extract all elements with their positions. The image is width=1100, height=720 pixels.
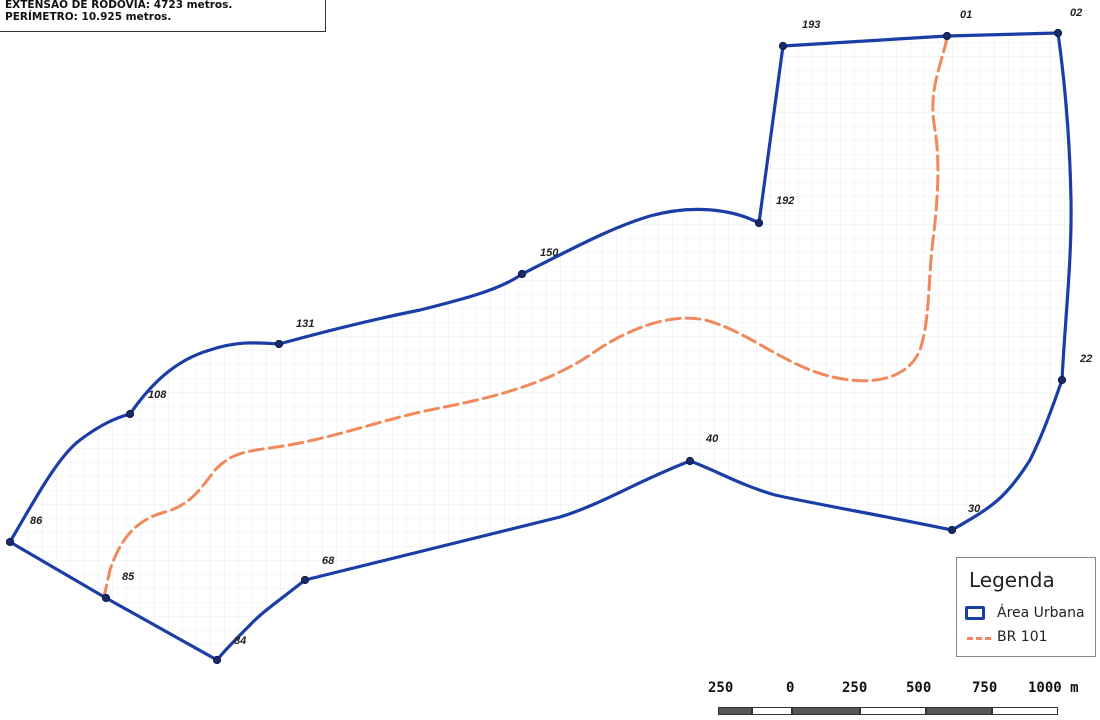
vertex-point-192: [754, 218, 764, 228]
scale-segment: [752, 707, 792, 715]
vertex-point-85: [101, 593, 111, 603]
scale-bar: 250 0 250 500 750 1000 m: [700, 680, 1100, 720]
scale-label: 500: [906, 680, 932, 696]
dashed-line-icon: [967, 637, 991, 640]
scale-label: 250: [708, 680, 734, 696]
info-box: EXTENSÃO DE RODOVIA: 4723 metros. PERÍME…: [0, 0, 326, 32]
br101-road-line: [102, 36, 949, 599]
area-swatch-icon: [965, 606, 985, 620]
vertex-point-86: [5, 537, 15, 547]
vertex-label-68: 68: [322, 555, 335, 567]
vertex-point-84: [212, 655, 222, 665]
vertex-label-40: 40: [705, 433, 719, 445]
vertex-point-131: [274, 339, 284, 349]
vertex-point-40: [685, 456, 695, 466]
vertex-label-86: 86: [30, 515, 43, 527]
vertex-point-108: [125, 409, 135, 419]
vertex-label-192: 192: [776, 195, 794, 207]
vertex-point-22: [1057, 375, 1067, 385]
urban-area-boundary: [8, 31, 1073, 662]
vertex-label-01: 01: [960, 9, 972, 21]
scale-segment: [860, 707, 926, 715]
scale-segment: [718, 707, 752, 715]
perimeter-text: PERÍMETRO: 10.925 metros.: [5, 11, 172, 23]
legend: Legenda Área Urbana BR 101: [956, 557, 1096, 657]
vertex-label-108: 108: [148, 389, 167, 401]
vertex-point-30: [947, 525, 957, 535]
vertex-point-01: [942, 31, 952, 41]
vertex-point-02: [1053, 28, 1063, 38]
vertex-label-84: 84: [234, 635, 246, 647]
scale-segment: [926, 707, 992, 715]
scale-label: 1000 m: [1028, 680, 1079, 696]
scale-label: 0: [786, 680, 795, 696]
legend-label: Área Urbana: [997, 605, 1085, 621]
legend-title: Legenda: [969, 568, 1055, 592]
scale-label: 250: [842, 680, 868, 696]
scale-segment: [992, 707, 1058, 715]
vertex-label-193: 193: [802, 19, 820, 31]
vertex-label-85: 85: [122, 571, 135, 583]
vertex-label-22: 22: [1079, 353, 1092, 365]
vertex-point-193: [778, 41, 788, 51]
scale-segment: [792, 707, 860, 715]
vertex-point-68: [300, 575, 310, 585]
road-length-text: EXTENSÃO DE RODOVIA: 4723 metros.: [5, 0, 233, 11]
vertex-label-02: 02: [1070, 7, 1082, 19]
vertex-label-150: 150: [540, 247, 559, 259]
scale-label: 750: [972, 680, 998, 696]
vertex-point-150: [517, 269, 527, 279]
vertex-label-131: 131: [296, 318, 314, 330]
vertex-label-30: 30: [968, 503, 981, 515]
legend-label: BR 101: [997, 629, 1048, 645]
